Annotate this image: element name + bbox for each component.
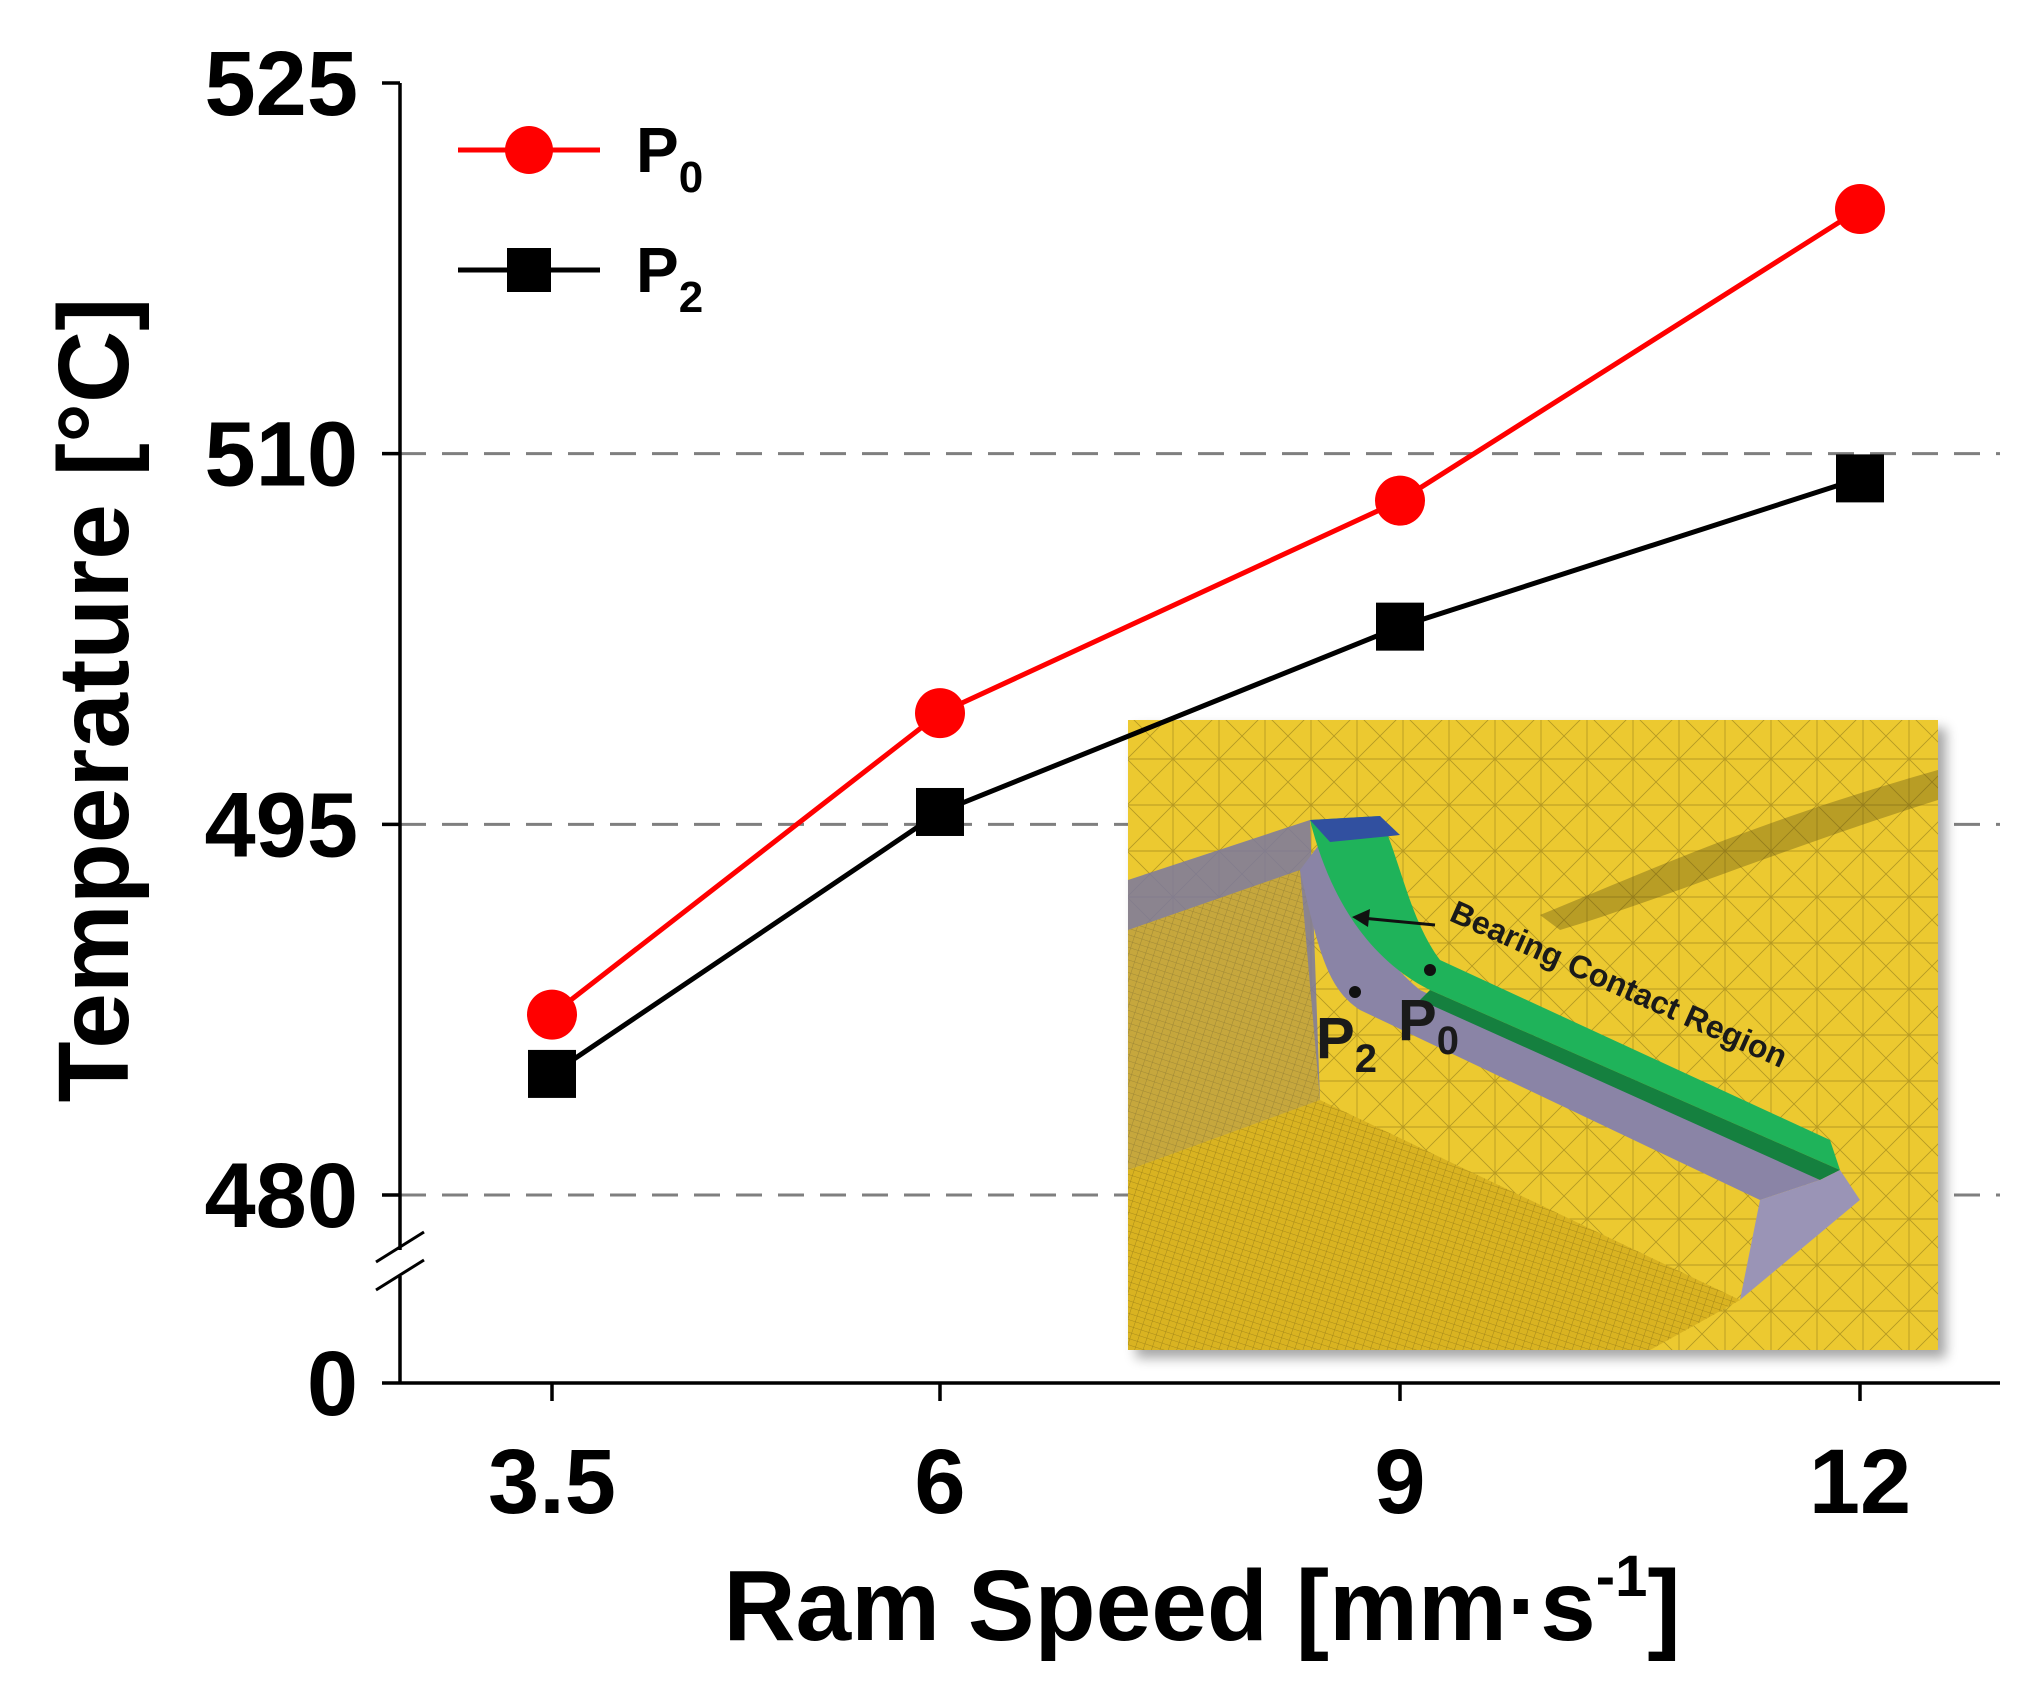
x-tick-label-2: 9 xyxy=(1374,1431,1425,1533)
y-tick-label-0: 525 xyxy=(205,33,359,135)
x-tick-label-0: 3.5 xyxy=(488,1431,616,1533)
x-axis-title-close: ] xyxy=(1647,1550,1680,1662)
legend[interactable]: P0 P2 xyxy=(458,114,703,322)
y-axis-title: Temperature [°C] xyxy=(38,298,150,1103)
axis-break-mark-2 xyxy=(375,1258,425,1292)
legend-label-p2-sub: 2 xyxy=(679,273,703,322)
data-point-p0-1 xyxy=(915,688,965,739)
series-p2 xyxy=(528,454,1884,1098)
inset-point-p2-marker xyxy=(1349,986,1361,998)
x-tick-label-3: 12 xyxy=(1809,1431,1911,1533)
inset-mesh-image: Bearing Contact Region P2 P0 xyxy=(1128,720,1946,1358)
series-line-p2 xyxy=(550,475,1861,1076)
series-line-p0 xyxy=(550,206,1862,1017)
x-axis-title: Ram Speed [mm·s-1] xyxy=(723,1544,1680,1662)
inset-label-p2-sub: 2 xyxy=(1355,1037,1377,1081)
legend-label-p0: P0 xyxy=(636,114,703,202)
legend-label-p0-sub: 0 xyxy=(679,153,703,202)
data-point-p0-2 xyxy=(1375,475,1425,526)
series-layer xyxy=(527,184,1885,1098)
inset-arrow xyxy=(1361,916,1436,927)
x-axis-title-sup: -1 xyxy=(1596,1544,1648,1609)
inset-point-p0-marker xyxy=(1424,964,1436,976)
legend-label-p0-main: P xyxy=(636,114,679,186)
legend-marker-p2 xyxy=(507,248,551,292)
data-point-p0-0 xyxy=(527,989,577,1040)
series-p0 xyxy=(527,184,1885,1040)
axis-break-mark-1 xyxy=(375,1230,425,1264)
y-tick-label-2: 495 xyxy=(205,774,359,876)
x-tick-label-1: 6 xyxy=(914,1431,965,1533)
data-point-p0-3 xyxy=(1835,184,1885,235)
legend-marker-p0 xyxy=(505,126,553,174)
inset-label-p0-main: P xyxy=(1398,988,1437,1053)
y-tick-label-1: 510 xyxy=(205,404,359,506)
data-point-p2-1 xyxy=(916,787,964,836)
y-tick-label-3: 480 xyxy=(205,1145,359,1247)
data-point-p2-2 xyxy=(1376,602,1424,651)
y-ticks: 525 510 495 480 0 xyxy=(205,33,400,1435)
inset-label-p2-main: P xyxy=(1316,1006,1355,1071)
data-point-p2-3 xyxy=(1836,454,1884,503)
x-axis-title-main: Ram Speed [mm·s xyxy=(723,1550,1595,1662)
inset-label-p0-sub: 0 xyxy=(1437,1019,1459,1063)
legend-label-p2: P2 xyxy=(636,234,703,322)
inset-label-p2: P2 xyxy=(1316,1006,1377,1081)
x-ticks: 3.5 6 9 12 xyxy=(488,1383,1911,1533)
inset-arrow-head xyxy=(1352,909,1370,927)
data-point-p2-0 xyxy=(528,1049,576,1098)
y-tick-label-4: 0 xyxy=(307,1333,358,1435)
inset-label-p0: P0 xyxy=(1398,988,1459,1063)
axes xyxy=(375,83,2000,1385)
legend-label-p2-main: P xyxy=(636,234,679,306)
